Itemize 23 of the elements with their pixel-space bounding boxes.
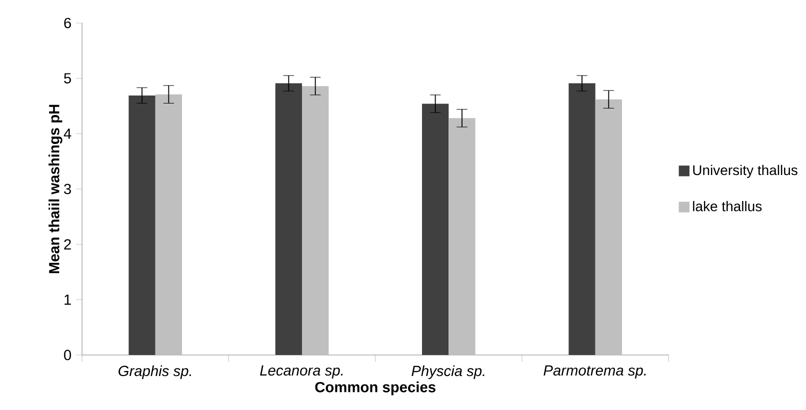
legend-label: lake thallus (693, 200, 762, 212)
bar (448, 118, 476, 355)
x-tick-label: Parmotrema sp. (544, 365, 646, 379)
bar (302, 86, 329, 355)
y-tick-label: 5 (64, 73, 71, 84)
y-tick-label: 4 (64, 128, 72, 139)
bar (568, 83, 596, 355)
y-axis-title: Mean thaiil washings pH (48, 104, 62, 274)
x-axis-title: Common species (315, 382, 436, 396)
y-tick-label: 1 (64, 294, 71, 305)
bar (422, 104, 449, 355)
x-tick-label: Lecanora sp. (260, 365, 343, 379)
y-tick-label: 2 (64, 239, 71, 250)
y-tick-label: 0 (64, 350, 72, 360)
legend-label: University thallus (693, 164, 798, 178)
y-tick-label: 3 (64, 184, 71, 194)
y-tick-label: 6 (64, 18, 71, 28)
bar (155, 94, 182, 355)
bar (275, 83, 302, 355)
bar (128, 95, 156, 355)
bar (595, 99, 622, 355)
x-tick-label: Physcia sp. (412, 365, 484, 380)
x-tick-label: Graphis sp. (118, 365, 192, 380)
